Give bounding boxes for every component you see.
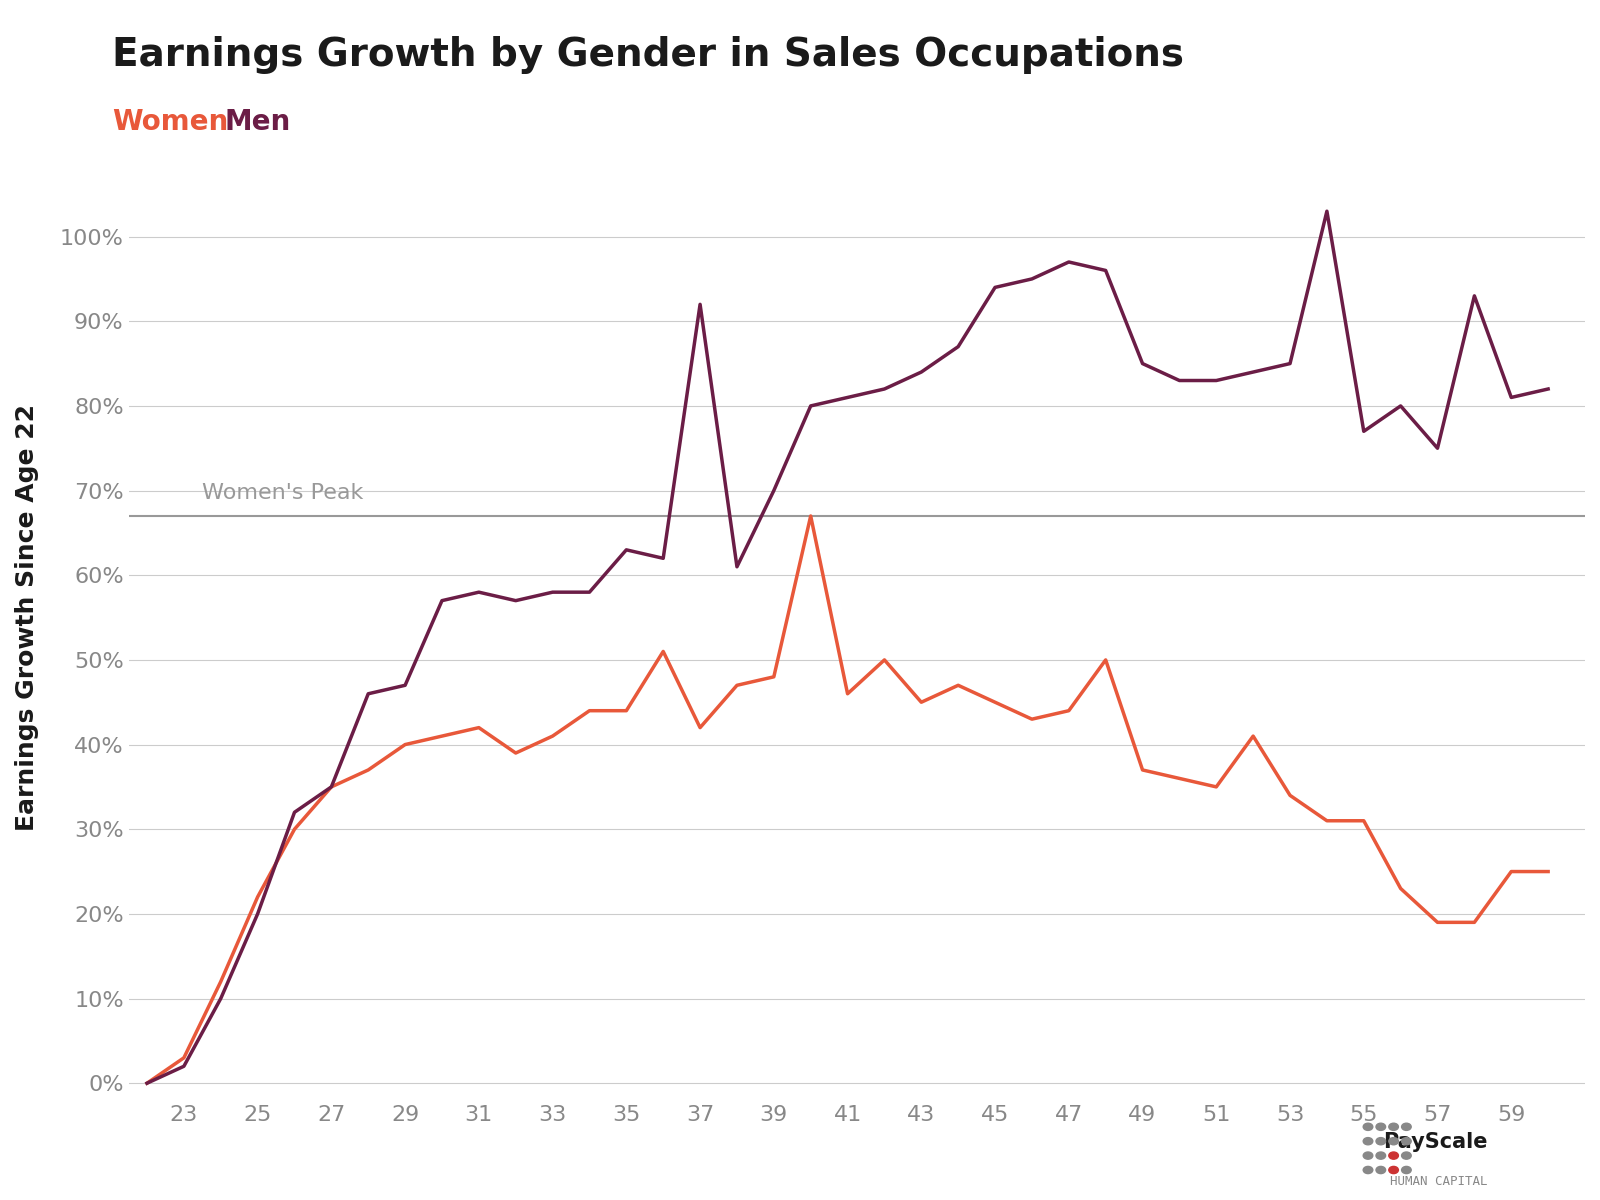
Text: Earnings Growth by Gender in Sales Occupations: Earnings Growth by Gender in Sales Occup…: [112, 36, 1184, 74]
Text: PayScale: PayScale: [1384, 1132, 1488, 1152]
Text: Women: Women: [112, 108, 229, 136]
Y-axis label: Earnings Growth Since Age 22: Earnings Growth Since Age 22: [14, 404, 38, 832]
Text: HUMAN CAPITAL: HUMAN CAPITAL: [1390, 1175, 1488, 1188]
Text: Women's Peak: Women's Peak: [202, 484, 363, 503]
Text: Men: Men: [224, 108, 290, 136]
